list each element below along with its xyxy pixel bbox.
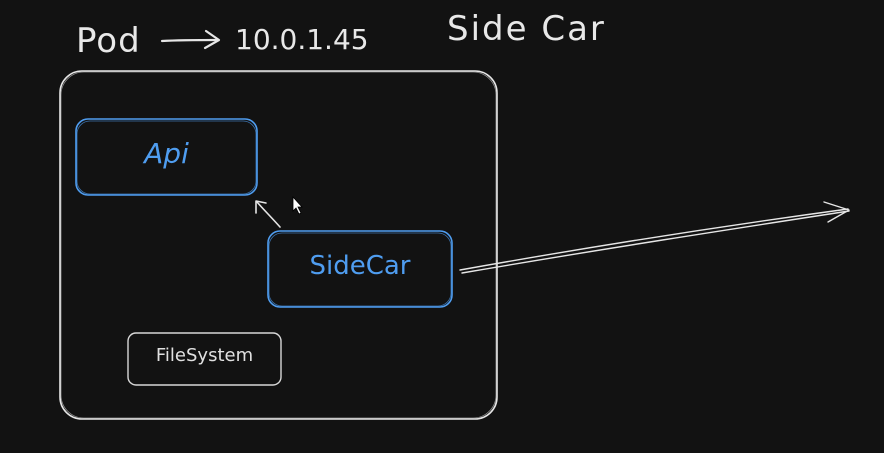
pod-ip-arrow — [160, 29, 221, 50]
filesystem-box[interactable] — [127, 332, 282, 386]
mouse-cursor-icon — [292, 195, 303, 215]
sidecar-label: SideCar — [309, 251, 411, 281]
api-label: Api — [144, 137, 189, 170]
pod-ip-label: 10.0.1.45 — [235, 23, 369, 56]
diagram-title: Side Car — [447, 9, 606, 49]
filesystem-label: FileSystem — [155, 345, 254, 366]
pod-container-sketch — [60, 71, 497, 419]
api-box-sketch — [76, 120, 257, 195]
pod-container — [59, 70, 498, 420]
sidecar-outbound-arrow — [459, 201, 850, 274]
api-box[interactable] — [75, 118, 258, 196]
sidecar-box-sketch — [268, 232, 452, 307]
sidecar-to-api-arrow — [255, 200, 281, 228]
sidecar-box[interactable] — [267, 230, 453, 308]
pod-label: Pod — [76, 21, 141, 61]
